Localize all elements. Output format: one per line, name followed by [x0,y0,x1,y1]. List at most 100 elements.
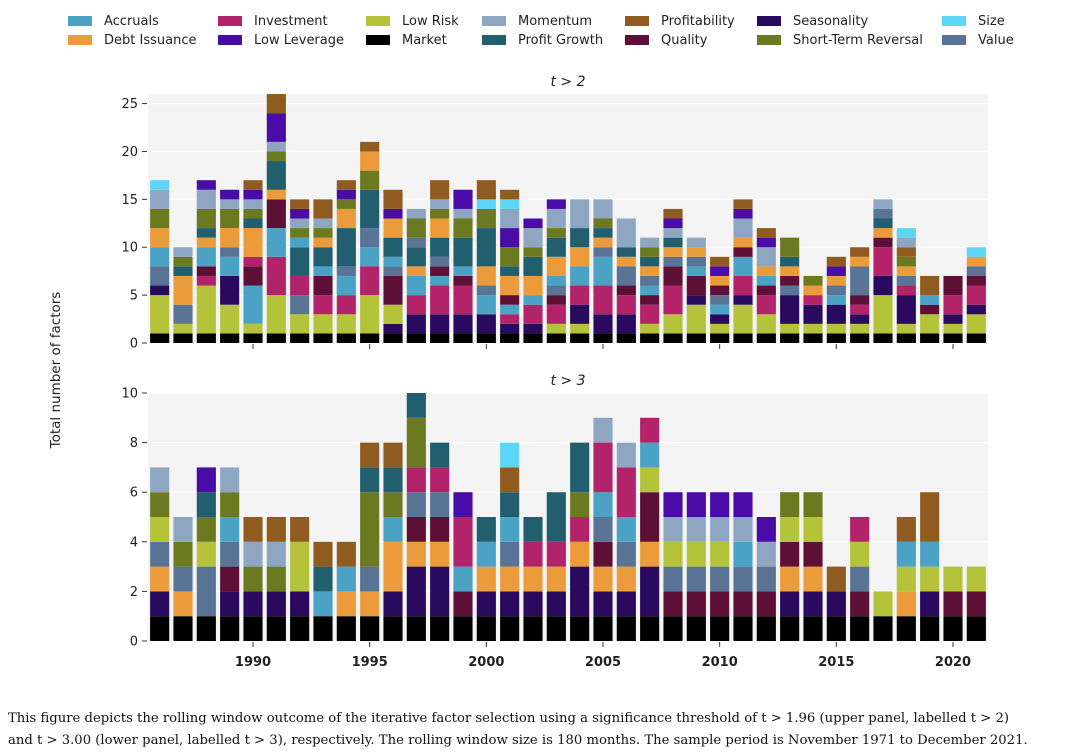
bar-segment-quality [803,541,823,567]
bar-segment-debt-issuance [430,218,450,238]
bar-segment-market [336,333,356,343]
y-tick-label: 0 [130,337,138,352]
bar-segment-quality [266,199,286,229]
bar-segment-investment [943,295,963,315]
legend-item-profitability: Profitability [625,12,735,30]
bar-segment-quality [710,591,730,617]
bar-1991 [266,94,286,343]
bar-segment-low-risk [640,323,660,334]
bar-segment-market [663,616,683,641]
bar-segment-accruals [336,566,356,592]
bar-segment-momentum [406,208,426,219]
bar-segment-low-risk [686,304,706,334]
bar-segment-debt-issuance [336,591,356,617]
bar-segment-market [710,616,730,641]
bar-segment-market [873,616,893,641]
bar-segment-seasonality [430,566,450,617]
bar-segment-profitability [243,517,263,542]
bar-2009 [686,492,706,641]
bar-segment-debt-issuance [593,237,613,248]
bar-segment-profit-growth [453,237,473,267]
bar-segment-profitability [430,180,450,200]
y-tick-label: 8 [130,436,138,451]
bar-segment-debt-issuance [780,566,800,592]
legend-label: Profitability [661,13,735,29]
bar-segment-quality [943,591,963,617]
bar-segment-value [430,492,450,517]
bar-segment-debt-issuance [803,566,823,592]
bar-segment-short-term-reversal [360,170,380,190]
bar-segment-profitability [756,228,776,238]
bar-segment-profit-growth [313,247,333,267]
bar-segment-low-risk [850,541,870,567]
bar-segment-low-leverage [546,199,566,209]
bar-segment-market [826,616,846,641]
bar-segment-quality [430,266,450,276]
bar-segment-low-leverage [756,237,776,248]
bar-segment-seasonality [640,566,660,617]
bar-segment-market [733,616,753,641]
bar-segment-short-term-reversal [173,541,193,567]
bar-segment-quality [850,591,870,617]
bar-segment-seasonality [383,591,403,617]
bar-segment-accruals [313,266,333,276]
bar-segment-investment [640,417,660,443]
bar-segment-market [406,333,426,343]
bar-segment-market [360,333,380,343]
bar-segment-profit-growth [476,228,496,267]
bar-segment-seasonality [780,591,800,617]
bar-segment-investment [406,295,426,315]
bar-segment-profit-growth [500,266,520,276]
bar-segment-low-risk [150,517,170,542]
bar-segment-market [453,333,473,343]
bar-segment-investment [616,295,636,315]
legend-label: Market [402,32,447,48]
bar-segment-market [896,333,916,343]
bar-2012 [756,517,776,641]
bar-2016 [850,247,870,343]
bar-segment-quality [313,275,333,296]
bar-segment-low-leverage [733,492,753,517]
bar-segment-market [943,616,963,641]
bar-segment-low-risk [710,323,730,334]
bar-segment-market [570,616,590,641]
bar-segment-debt-issuance [640,266,660,276]
bar-segment-low-leverage [756,517,776,542]
bar-segment-momentum [150,467,170,493]
bar-segment-value [383,266,403,276]
legend-swatch [68,35,92,45]
bar-segment-seasonality [593,314,613,334]
bar-segment-low-risk [546,323,566,334]
bar-segment-momentum [243,541,263,567]
bar-segment-short-term-reversal [546,228,566,238]
bar-segment-market [150,616,170,641]
y-tick-label: 10 [121,241,138,256]
bar-1997 [406,393,426,641]
legend-label: Accruals [104,13,159,29]
bar-segment-debt-issuance [570,541,590,567]
bar-segment-profit-growth [406,247,426,267]
bar-segment-momentum [430,199,450,209]
bar-segment-short-term-reversal [430,208,450,219]
bar-segment-momentum [196,189,216,209]
bar-segment-quality [780,541,800,567]
bar-segment-low-risk [383,304,403,324]
bar-segment-value [710,295,730,305]
bar-segment-seasonality [616,591,636,617]
bar-segment-quality [733,247,753,257]
bar-segment-market [826,333,846,343]
bar-segment-short-term-reversal [570,492,590,517]
bar-segment-seasonality [826,304,846,324]
bar-segment-low-risk [966,314,986,334]
bar-segment-quality [546,295,566,305]
x-tick-label: 2005 [585,655,621,670]
bar-segment-market [220,333,240,343]
bar-segment-market [640,333,660,343]
bar-segment-low-risk [686,541,706,567]
legend-swatch [757,16,781,26]
bar-1987 [173,517,193,641]
bar-segment-profitability [663,208,683,219]
bar-1993 [313,199,333,343]
bar-segment-market [710,333,730,343]
bar-segment-market [243,616,263,641]
